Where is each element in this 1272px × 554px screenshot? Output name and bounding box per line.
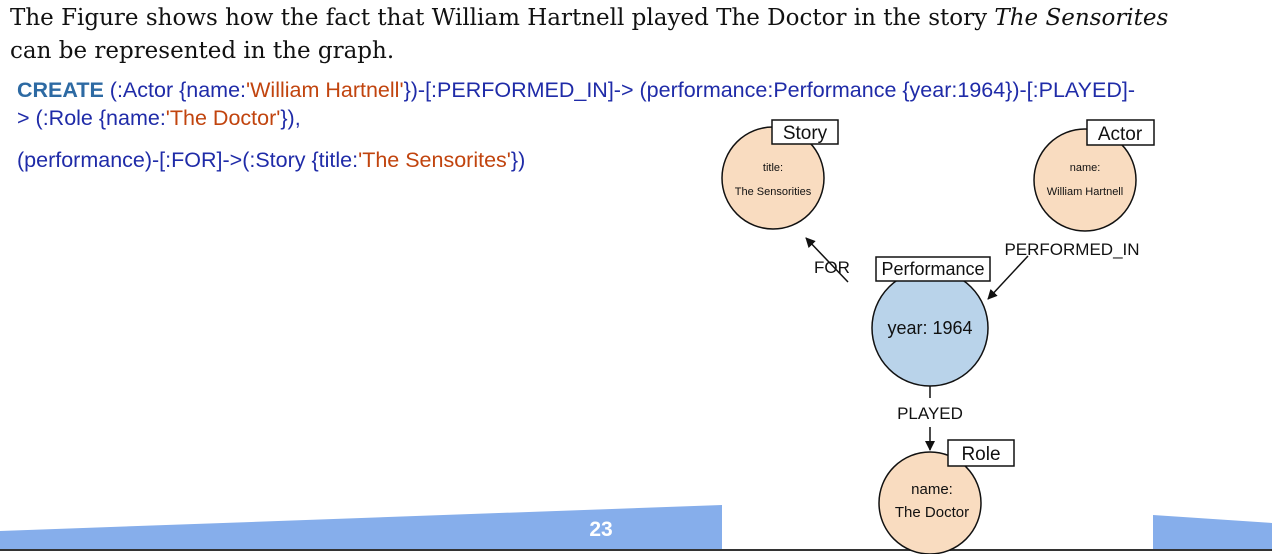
code-seg-6: }) (510, 148, 526, 172)
footer-rule (0, 549, 1272, 551)
node-role-prop-value: The Doctor (895, 504, 969, 521)
node-role-prop-key: name: (911, 481, 953, 498)
code-line-1: CREATE (:Actor {name:'William Hartnell'}… (17, 76, 1267, 104)
code-string-role: 'The Doctor' (165, 106, 281, 130)
code-seg-1: (:Actor {name: (103, 78, 247, 102)
code-string-actor: 'William Hartnell' (246, 78, 404, 102)
code-keyword-create: CREATE (17, 78, 104, 102)
code-line-3: (performance)-[:FOR]->(:Story {title:'Th… (17, 146, 525, 174)
node-story-prop-key: title: (763, 162, 783, 174)
node-actor-prop-value: William Hartnell (1047, 186, 1123, 198)
cypher-code: CREATE (:Actor {name:'William Hartnell'}… (17, 76, 1267, 172)
intro-paragraph: The Figure shows how the fact that Willi… (10, 2, 1265, 68)
code-line-2: > (:Role {name:'The Doctor'}), (17, 104, 1267, 132)
node-performance-label: Performance (881, 259, 984, 279)
edge-label-for: FOR (814, 258, 850, 277)
node-actor (1033, 128, 1137, 232)
node-story-label: Story (783, 123, 828, 144)
edge-for (805, 237, 849, 283)
code-seg-5: (performance)-[:FOR]->(:Story {title: (17, 148, 359, 172)
node-actor-label: Actor (1098, 124, 1143, 145)
code-seg-4: }), (280, 106, 301, 130)
code-seg-2: })-[:PERFORMED_IN]-> (performance:Perfor… (403, 78, 1136, 102)
slide-number: 23 (589, 518, 613, 541)
intro-story-title: The Sensorites (994, 5, 1169, 31)
edge-label-performed-in: PERFORMED_IN (1004, 240, 1139, 259)
node-actor-label-box (1086, 119, 1155, 146)
code-string-story: 'The Sensorites' (358, 148, 511, 172)
intro-text-part1: The Figure shows how the fact that Willi… (10, 5, 995, 31)
edge-label-played: PLAYED (897, 404, 963, 423)
edge-performed-in (987, 255, 1029, 300)
node-role-label: Role (961, 444, 1000, 465)
intro-text-part2: can be represented in the graph. (10, 38, 395, 64)
node-story-label-box (771, 119, 839, 145)
node-story-prop-value: The Sensorities (735, 186, 812, 198)
node-role-label-box (947, 439, 1015, 467)
code-seg-3: > (:Role {name: (17, 106, 166, 130)
node-performance-label-box (875, 256, 991, 282)
node-actor-prop-key: name: (1070, 162, 1101, 174)
node-role (878, 451, 982, 554)
node-performance-prop: year: 1964 (887, 318, 972, 338)
